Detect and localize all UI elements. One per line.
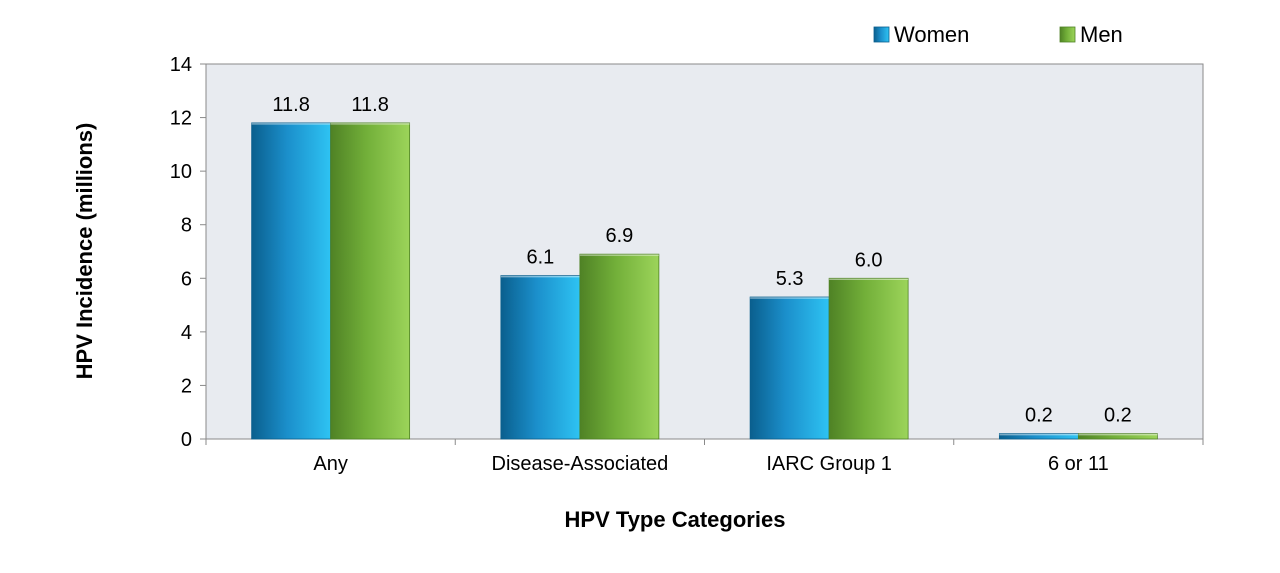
data-label-women: 5.3 <box>776 268 804 290</box>
data-label-men: 6.9 <box>605 225 633 247</box>
legend-label-women: Women <box>894 22 969 47</box>
data-label-women: 11.8 <box>272 94 309 116</box>
legend-swatch-women <box>873 26 890 43</box>
y-tick-label: 12 <box>170 108 192 130</box>
bar-men <box>330 122 411 440</box>
y-tick-label: 0 <box>181 429 192 451</box>
data-label-men: 6.0 <box>855 249 883 271</box>
bar-women <box>749 296 830 440</box>
x-axis-title: HPV Type Categories <box>565 507 786 532</box>
x-axis: Any Disease-Associated IARC Group 1 6 or 11 <box>205 438 1204 475</box>
legend-swatch-men <box>1059 26 1076 43</box>
y-axis-title: HPV Incidence (millions) <box>72 123 97 380</box>
bars-group <box>251 122 1158 440</box>
y-axis: 0 2 4 6 8 10 12 14 <box>170 54 207 451</box>
bar-men <box>1077 433 1158 440</box>
y-tick-label: 6 <box>181 268 192 290</box>
bar-men <box>579 253 660 440</box>
y-tick-label: 8 <box>181 215 192 237</box>
y-tick-label: 10 <box>170 161 192 183</box>
data-label-men: 11.8 <box>351 94 388 116</box>
x-tick-label: Disease-Associated <box>492 453 669 475</box>
data-label-women: 0.2 <box>1025 405 1053 427</box>
data-labels-group: 11.8 11.8 6.1 6.9 5.3 6.0 0.2 0.2 <box>272 94 1131 427</box>
bar-women <box>500 275 581 440</box>
legend: Women Men <box>873 22 1123 47</box>
data-label-men: 0.2 <box>1104 405 1132 427</box>
y-tick-label: 2 <box>181 375 192 397</box>
data-label-women: 6.1 <box>526 247 554 269</box>
x-tick-label: IARC Group 1 <box>766 453 892 475</box>
legend-label-men: Men <box>1080 22 1123 47</box>
bar-women <box>251 122 332 440</box>
y-tick-label: 4 <box>181 322 192 344</box>
bar-men <box>828 277 909 440</box>
x-tick-label: Any <box>313 453 347 475</box>
x-tick-label: 6 or 11 <box>1048 453 1109 475</box>
y-tick-label: 14 <box>170 54 192 76</box>
